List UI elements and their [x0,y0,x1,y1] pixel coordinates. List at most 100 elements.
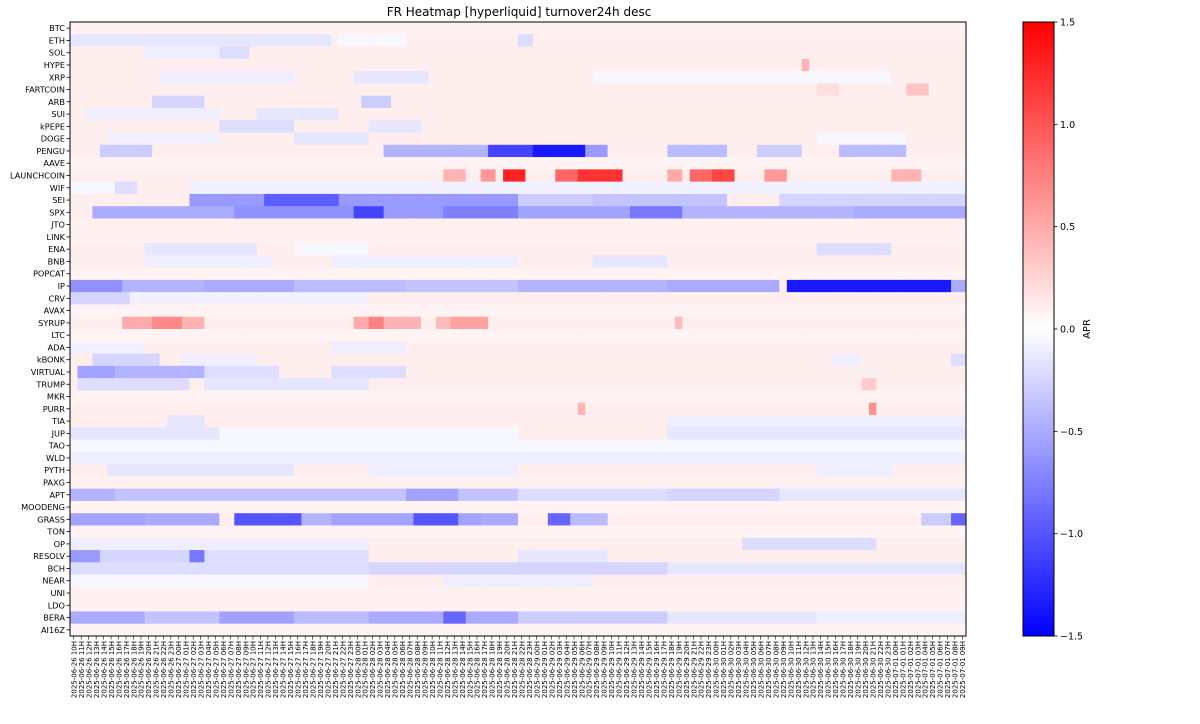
heatmap-cell [943,267,952,281]
heatmap-cell [652,267,661,281]
heatmap-cell [77,439,86,453]
heatmap-cell [196,230,205,244]
heatmap-cell [182,218,190,232]
heatmap-cell [936,95,944,109]
heatmap-cell [682,513,691,526]
heatmap-cell [756,439,765,453]
heatmap-cell [495,279,504,293]
heatmap-cell [682,329,691,342]
heatmap-cell [846,144,855,158]
heatmap-cell [674,58,683,72]
heatmap-cell [801,427,810,440]
heatmap-cell [704,230,713,244]
heatmap-cell [465,439,474,453]
heatmap-cell [816,476,825,490]
heatmap-cell [727,230,735,244]
heatmap-cell [159,230,168,244]
heatmap-cell [129,193,138,207]
heatmap-cell [264,353,272,367]
heatmap-cell [503,218,511,232]
heatmap-cell [383,206,392,219]
heatmap-cell [704,255,713,268]
heatmap-cell [465,500,474,514]
heatmap-cell [122,316,131,330]
heatmap-cell [92,427,101,440]
heatmap-cell [137,304,146,318]
heatmap-cell [376,378,384,391]
heatmap-cell [898,316,907,330]
heatmap-cell [742,316,750,330]
heatmap-cell [301,500,310,514]
heatmap-cell [331,144,340,158]
heatmap-cell [951,279,959,293]
heatmap-cell [876,218,885,232]
heatmap-cell [659,95,668,109]
heatmap-cell [503,255,511,268]
heatmap-cell [211,46,220,60]
heatmap-cell [824,292,832,305]
heatmap-cell [510,34,519,47]
heatmap-cell [824,267,832,281]
heatmap-cell [338,46,347,60]
heatmap-cell [167,230,175,244]
heatmap-cell [906,316,915,330]
heatmap-cell [413,83,422,97]
heatmap-cell [152,107,160,121]
heatmap-cell [585,451,594,465]
heatmap-cell [839,353,847,367]
heatmap-cell [376,476,384,490]
heatmap-cell [712,132,720,146]
heatmap-cell [159,402,168,416]
heatmap-cell [338,427,347,440]
heatmap-cell [674,144,683,158]
heatmap-cell [637,132,646,146]
heatmap-cell [764,439,773,453]
heatmap-cell [279,513,287,526]
heatmap-cell [570,365,579,379]
heatmap-cell [241,255,250,268]
heatmap-cell [839,513,847,526]
heatmap-cell [674,488,683,502]
heatmap-cell [144,83,153,97]
heatmap-cell [308,22,317,35]
heatmap-cell [697,267,706,281]
heatmap-cell [204,34,213,47]
heatmap-cell [570,230,579,244]
heatmap-cell [226,378,235,391]
heatmap-cell [271,329,280,342]
heatmap-cell [503,71,511,84]
heatmap-cell [174,476,183,490]
heatmap-cell [211,95,220,109]
heatmap-cell [794,439,803,453]
heatmap-cell [615,58,623,72]
heatmap-cell [943,378,952,391]
heatmap-cell [951,107,959,121]
heatmap-cell [637,218,646,232]
heatmap-cell [420,439,429,453]
heatmap-cell [92,513,101,526]
heatmap-cell [331,476,340,490]
heatmap-cell [443,132,452,146]
heatmap-cell [667,353,676,367]
heatmap-cell [264,427,272,440]
heatmap-cell [510,144,519,158]
heatmap-cell [943,488,952,502]
heatmap-cell [331,329,340,342]
heatmap-cell [92,316,101,330]
heatmap-cell [704,218,713,232]
heatmap-cell [615,132,623,146]
heatmap-cell [727,243,735,256]
heatmap-cell [137,427,146,440]
heatmap-cell [659,464,668,477]
heatmap-cell [779,157,788,170]
heatmap-cell [689,95,698,109]
heatmap-cell [308,83,317,97]
heatmap-cell [443,243,452,256]
heatmap-cell [577,193,586,207]
heatmap-cell [562,525,571,539]
heatmap-cell [585,132,594,146]
heatmap-cell [831,451,840,465]
heatmap-cell [398,58,407,72]
heatmap-cell [316,71,325,84]
heatmap-cell [689,22,698,35]
